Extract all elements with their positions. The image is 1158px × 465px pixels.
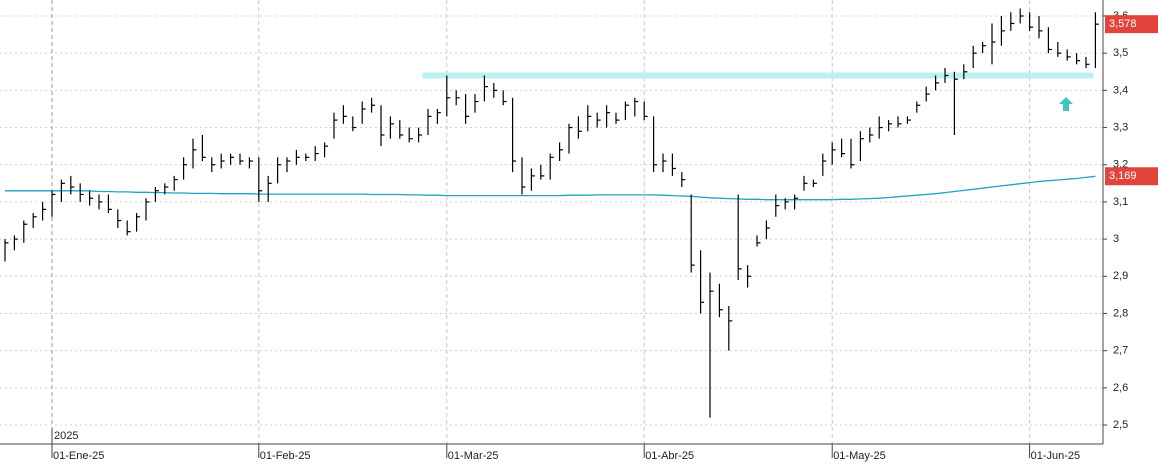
x-tick-label: 01-Abr-25 [645,450,694,462]
y-tick-label: 2,5 [1113,419,1128,431]
value-tag [1105,167,1158,186]
value-tag-label: 3,169 [1109,170,1137,182]
mark-layer [4,8,1099,418]
y-tick-label: 3,5 [1113,47,1128,59]
x-tick-label: 01-Jun-25 [1031,450,1081,462]
value-tag-label: 3,578 [1109,18,1137,30]
y-tick-label: 3,4 [1113,84,1128,96]
y-tick-label: 3 [1113,233,1119,245]
up-arrow [1059,97,1073,111]
y-tick-label: 2,8 [1113,307,1128,319]
label-layer: 2,52,62,72,82,933,13,23,33,43,53,601-Ene… [51,10,1158,462]
x-tick-label: 01-Feb-25 [260,450,311,462]
average-line [5,175,1096,201]
grid-layer [0,0,1103,444]
y-tick-label: 3,1 [1113,196,1128,208]
y-tick-label: 2,6 [1113,382,1128,394]
x-tick-label: 01-May-25 [833,450,886,462]
value-tag [1105,15,1158,34]
year-label: 2025 [54,430,78,442]
x-tick-label: 01-Mar-25 [448,450,499,462]
y-tick-label: 3,3 [1113,121,1128,133]
y-tick-label: 2,7 [1113,345,1128,357]
y-tick-label: 2,9 [1113,270,1128,282]
x-tick-label: 01-Ene-25 [53,450,104,462]
